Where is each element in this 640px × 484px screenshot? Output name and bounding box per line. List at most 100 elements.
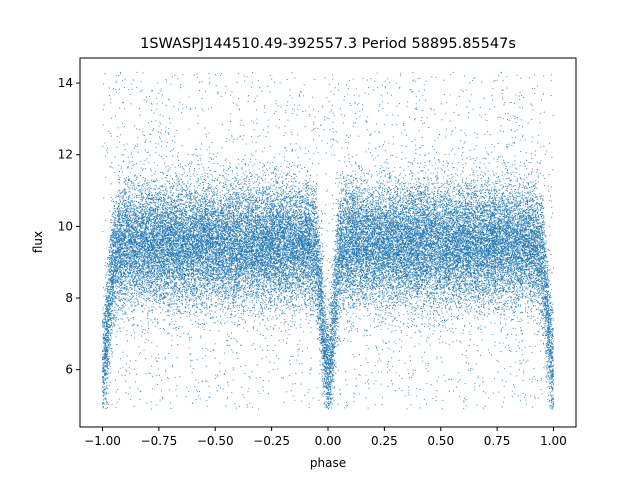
data-point [332, 104, 334, 106]
data-point [512, 254, 514, 256]
data-point [452, 247, 454, 249]
data-point [417, 265, 419, 267]
data-point [363, 248, 365, 250]
data-point [404, 297, 406, 299]
data-point [166, 293, 168, 295]
data-point [407, 161, 409, 163]
data-point [218, 174, 220, 176]
data-point [311, 223, 313, 225]
data-point [336, 230, 338, 232]
data-point [450, 299, 452, 301]
data-point [370, 217, 372, 219]
data-point [229, 162, 231, 164]
data-point [476, 251, 478, 253]
data-point [493, 203, 495, 205]
data-point [388, 247, 390, 249]
data-point [470, 158, 472, 160]
data-point [500, 302, 502, 304]
data-point [251, 232, 253, 234]
data-point [489, 231, 491, 233]
data-point [244, 199, 246, 201]
data-point [485, 114, 487, 116]
data-point [369, 221, 371, 223]
data-point [415, 286, 417, 288]
data-point [240, 236, 242, 238]
data-point [464, 311, 466, 313]
data-point [462, 194, 464, 196]
data-point [464, 242, 466, 244]
data-point [428, 323, 430, 325]
data-point [368, 207, 370, 209]
data-point [238, 254, 240, 256]
data-point [259, 263, 261, 265]
data-point [345, 200, 347, 202]
data-point [192, 273, 194, 275]
data-point [168, 243, 170, 245]
data-point [368, 270, 370, 272]
data-point [310, 252, 312, 254]
data-point [279, 239, 281, 241]
data-point [135, 218, 136, 220]
data-point [292, 210, 294, 212]
data-point [477, 377, 479, 379]
data-point [185, 291, 187, 293]
data-point [329, 357, 331, 359]
data-point [330, 384, 332, 386]
data-point [295, 202, 297, 204]
data-point [493, 189, 495, 191]
data-point [340, 262, 342, 264]
data-point [531, 271, 533, 273]
data-point [166, 274, 168, 276]
data-point [379, 262, 381, 264]
data-point [313, 218, 315, 220]
data-point [178, 296, 180, 298]
data-point [234, 250, 236, 252]
data-point [314, 260, 316, 262]
data-point [134, 174, 136, 176]
data-point [223, 195, 225, 197]
data-point [152, 281, 154, 283]
data-point [363, 200, 365, 202]
data-point [233, 219, 235, 221]
data-point [359, 206, 361, 208]
data-point [147, 317, 149, 319]
data-point [508, 316, 510, 318]
data-point [265, 262, 267, 264]
data-point [203, 286, 205, 288]
data-point [463, 229, 465, 231]
data-point [270, 230, 272, 232]
data-point [335, 268, 337, 270]
data-point [514, 361, 516, 363]
data-point [507, 266, 509, 268]
data-point [298, 104, 300, 106]
data-point [408, 305, 410, 307]
data-point [394, 261, 396, 263]
data-point [172, 272, 174, 274]
data-point [462, 279, 464, 281]
data-point [239, 234, 241, 236]
data-point [522, 247, 524, 249]
data-point [134, 305, 136, 307]
data-point [455, 245, 457, 247]
data-point [499, 342, 501, 344]
data-point [147, 196, 149, 198]
data-point [317, 249, 319, 251]
data-point [176, 356, 178, 358]
data-point [241, 190, 243, 192]
data-point [162, 285, 164, 287]
data-point [537, 169, 539, 171]
data-point [429, 204, 431, 206]
data-point [344, 227, 346, 229]
data-point [337, 200, 339, 202]
data-point [548, 360, 550, 362]
data-point [337, 244, 339, 246]
data-point [507, 296, 509, 298]
data-point [169, 245, 171, 247]
data-point [315, 147, 317, 149]
data-point [182, 203, 184, 205]
data-point [505, 230, 507, 231]
data-point [361, 259, 363, 261]
data-point [153, 239, 155, 241]
data-point [130, 282, 132, 284]
data-point [396, 268, 398, 270]
